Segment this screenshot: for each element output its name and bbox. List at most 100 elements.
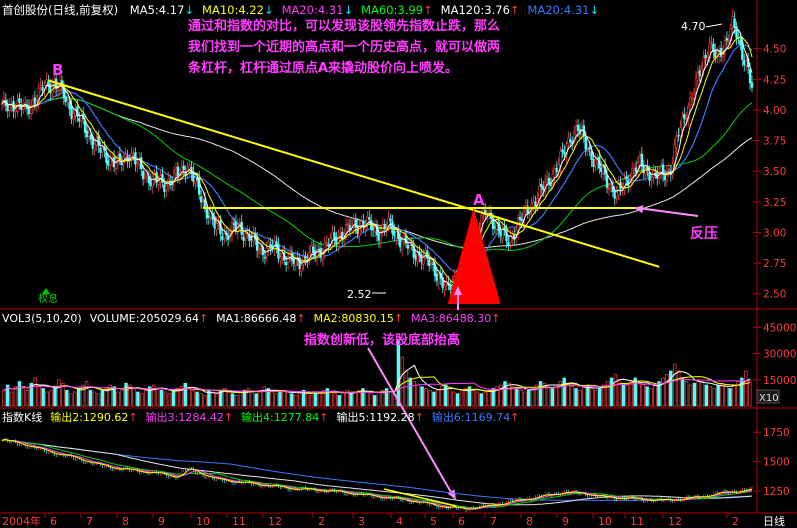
candle-body [437,274,441,284]
candle-body [101,147,104,153]
volume-tick-label: 30000 [763,349,796,361]
volume-bar [661,377,665,407]
candle-body [2,97,6,103]
volume-bar [96,393,101,407]
candle-body [617,183,620,196]
candle-body [393,230,396,237]
candle-body [503,226,506,230]
volume-bar [108,384,112,407]
month-label: 6 [50,515,57,528]
volume-bar [550,388,555,407]
candle-body [300,265,303,272]
candle-body [605,175,609,188]
price-tick-label: 3.25 [763,197,786,209]
volume-bar [5,384,10,407]
candle-body [325,242,328,244]
volume-bar [724,386,728,407]
resistance-arrow [637,207,699,217]
candle-body [333,232,336,240]
volume-bar [649,388,653,407]
ex-rights-marker [42,288,50,294]
candle-body [739,39,742,45]
stock-name: 首创股份(日线,前复权) [2,3,118,17]
month-label: 7 [490,515,497,528]
candle-body [250,237,253,241]
candle-body [632,168,636,171]
volume-bar [84,381,89,407]
main-annotation: 通过和指数的对比，可以发现该股领先指数止跌，那么 我们找到一个近期的高点和一个历… [188,16,500,79]
volume-bar [657,381,661,407]
candle-body [673,144,676,163]
legend-entry: 输出2:1290.62 [50,410,128,424]
volume-bar [641,384,645,407]
candle-body [398,237,402,248]
volume-bar [436,389,440,407]
volume-bar [455,393,460,407]
volume-bar [373,395,377,407]
candle-body [70,106,73,120]
volume-bar [120,389,124,407]
candle-body [149,180,153,187]
legend-entry: 输出6:1169.74 [432,410,510,424]
candle-body [745,60,748,67]
candle-body [118,153,122,161]
candle-body [161,174,164,183]
month-label: 12 [268,515,282,528]
legend-arrow: ↓ [184,3,194,17]
volume-bar [301,389,306,407]
candle-body [731,16,734,27]
index-legend: 指数K线 输出2:1290.62↑ 输出3:1284.42↑ 输出4:1277.84↑… [2,410,519,424]
legend-arrow: ↓ [264,3,274,17]
volume-bar [294,395,298,407]
candle-body [683,113,686,119]
volume-tick-label: 45000 [763,322,796,334]
trendline-B-A [48,79,660,268]
candle-body [694,77,698,93]
volume-bar [21,388,26,407]
legend-entry: MA10:4.22 [202,3,264,17]
legend-entry: MA60:3.99 [361,3,423,17]
legend-arrow: ↑ [319,411,328,424]
volume-bar [479,393,484,407]
month-label: 2 [318,515,325,528]
candle-body [281,253,284,258]
volume-bar [211,391,215,407]
candle-body [165,185,168,191]
candle-body [391,221,394,234]
candle-body [406,244,410,249]
volume-bar [171,389,176,407]
candle-body [257,249,261,254]
candle-body [644,168,647,175]
volume-bar [136,391,140,407]
candle-body [163,184,166,192]
candle-body [18,98,21,103]
volume-bar [1,389,6,407]
candle-body [157,181,160,185]
candle-body [704,54,707,59]
volume-bar [80,384,85,407]
candle-body [93,143,96,150]
candle-body [180,166,183,175]
volume-bar [151,384,156,407]
candle-body [141,170,145,180]
legend-entry: MA3:86488.30 [411,312,491,325]
ex-rights-label: 权息 [38,292,58,305]
x-axis: 2004年 6 7 8 9 10 11 12 2 3 4 5 6 7 8 9 10 11 12 2 日线 [2,513,785,528]
volume-bar [680,377,685,407]
candle-body [259,247,263,250]
candle-body [315,249,319,260]
candle-body [414,254,417,260]
volume-bar [598,388,602,407]
price-legend: 首创股份(日线,前复权) MA5:4.17↓ MA10:4.22↓ MA20:4.3… [2,3,599,17]
candle-body [416,252,419,262]
volume-bar [305,393,310,407]
candle-body [366,216,369,224]
candle-body [611,186,615,193]
volume-bar [451,391,456,407]
volume-bar [507,382,511,407]
candle-body [232,223,236,225]
volume-bar [76,388,81,407]
volume-bar [408,377,412,407]
volume-bar [128,384,132,407]
volume-bar [728,388,732,407]
